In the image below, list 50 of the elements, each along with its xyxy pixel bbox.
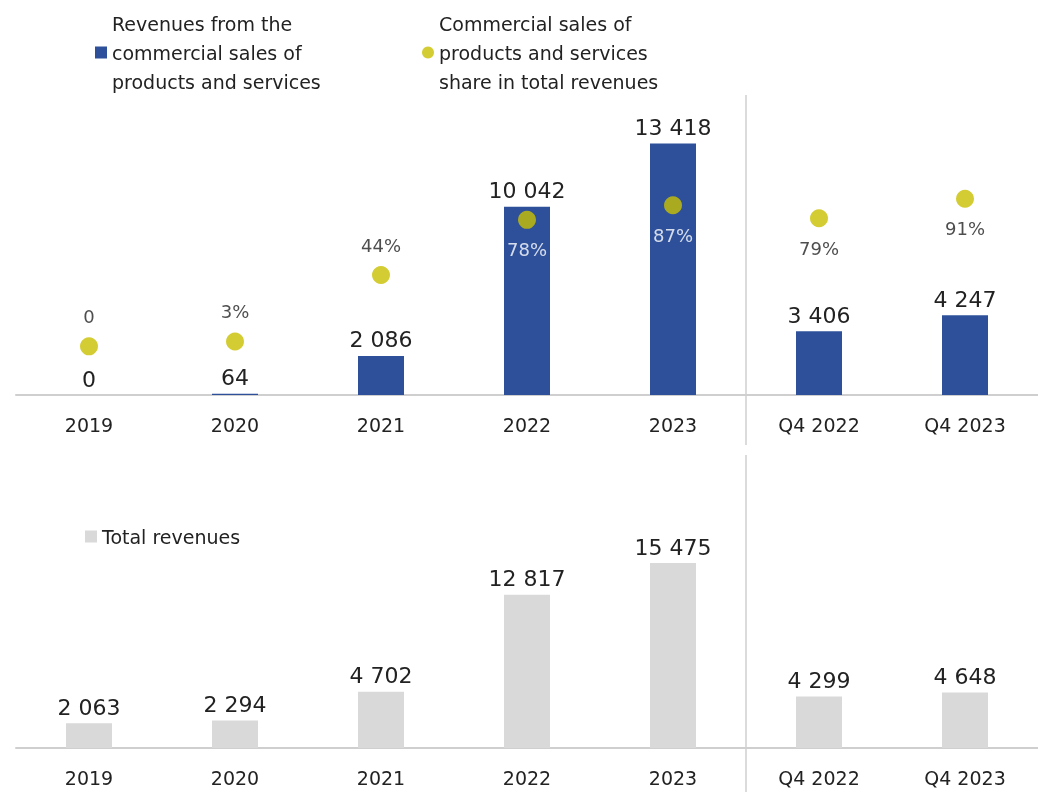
data-label: 4 648 <box>933 663 997 689</box>
data-label: 78% <box>506 239 548 261</box>
bar <box>504 206 550 395</box>
data-label: 91% <box>944 218 986 240</box>
x-tick-label: Q4 2023 <box>924 413 1006 436</box>
data-label: 2 063 <box>57 694 121 720</box>
data-label: 4 702 <box>349 663 413 689</box>
data-label: 2 086 <box>349 327 413 353</box>
point <box>518 210 536 229</box>
point <box>664 196 682 215</box>
point <box>956 189 974 208</box>
legend-label: Revenues from the commercial sales of products and services <box>112 12 321 93</box>
x-tick-label: Q4 2022 <box>778 413 860 436</box>
data-label: 12 817 <box>488 566 566 592</box>
x-tick-label: 2023 <box>648 413 698 436</box>
bar <box>942 315 988 395</box>
data-label: 87% <box>652 224 694 246</box>
data-label: 10 042 <box>488 178 566 204</box>
legend-label: Total revenues <box>101 525 241 548</box>
point <box>226 332 244 351</box>
x-tick-label: Q4 2022 <box>778 766 860 789</box>
data-label: 44% <box>360 234 402 256</box>
legend-label: Commercial sales of products and services share in total revenues <box>439 12 659 93</box>
bar <box>650 143 696 395</box>
data-label: 3% <box>220 300 250 322</box>
bar <box>358 355 404 395</box>
data-label: 2 294 <box>203 692 267 718</box>
x-tick-label: 2022 <box>502 413 552 436</box>
x-tick-label: 2021 <box>356 766 406 789</box>
x-tick-label: 2019 <box>64 413 114 436</box>
data-label: 13 418 <box>634 114 712 140</box>
point <box>80 337 98 356</box>
x-tick-label: 2020 <box>210 413 260 436</box>
x-tick-label: 2021 <box>356 413 406 436</box>
x-tick-label: 2023 <box>648 766 698 789</box>
x-tick-label: 2022 <box>502 766 552 789</box>
x-tick-label: 2019 <box>64 766 114 789</box>
point <box>372 266 390 284</box>
bar <box>796 331 842 395</box>
point <box>810 209 828 228</box>
data-label: 15 475 <box>634 534 712 560</box>
x-tick-label: Q4 2023 <box>924 766 1006 789</box>
data-label: 0 <box>82 366 96 392</box>
data-label: 0 <box>83 305 95 327</box>
data-label: 4 247 <box>933 286 997 312</box>
data-label: 64 <box>221 365 249 391</box>
data-label: 3 406 <box>787 302 851 328</box>
data-label: 79% <box>798 237 840 259</box>
data-label: 4 299 <box>787 668 851 694</box>
x-tick-label: 2020 <box>210 766 260 789</box>
